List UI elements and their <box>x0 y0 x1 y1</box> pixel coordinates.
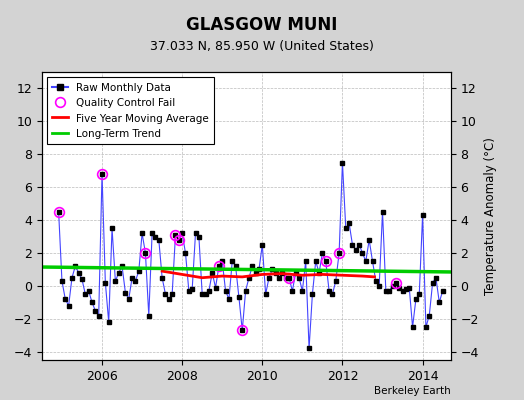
Text: 37.033 N, 85.950 W (United States): 37.033 N, 85.950 W (United States) <box>150 40 374 53</box>
Legend: Raw Monthly Data, Quality Control Fail, Five Year Moving Average, Long-Term Tren: Raw Monthly Data, Quality Control Fail, … <box>47 77 214 144</box>
Y-axis label: Temperature Anomaly (°C): Temperature Anomaly (°C) <box>484 137 497 295</box>
Text: GLASGOW MUNI: GLASGOW MUNI <box>187 16 337 34</box>
Text: Berkeley Earth: Berkeley Earth <box>374 386 451 396</box>
